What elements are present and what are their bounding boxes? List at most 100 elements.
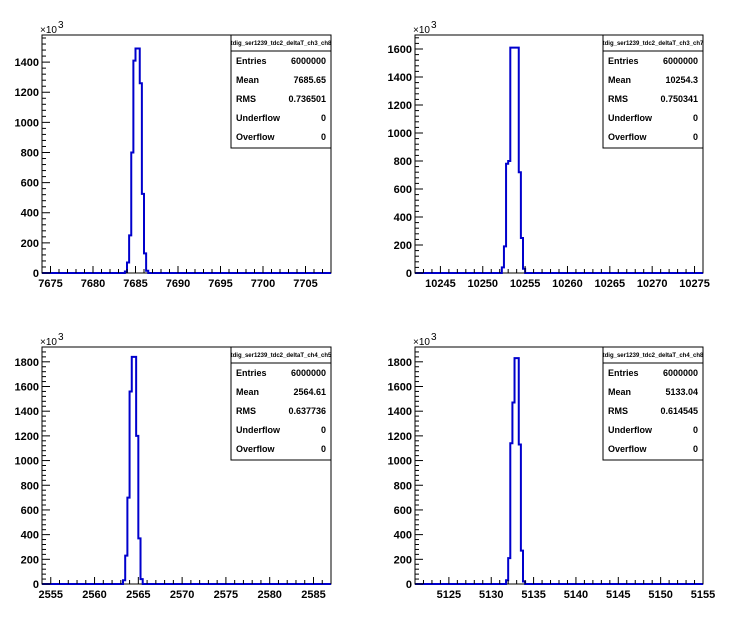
stats-label: Entries (236, 368, 267, 378)
x-tick-label: 2560 (82, 589, 106, 601)
stats-label: RMS (608, 406, 628, 416)
stats-label: Entries (608, 368, 639, 378)
stats-value: 0 (321, 444, 326, 454)
stats-box (602, 34, 704, 149)
y-tick-label: 200 (21, 554, 39, 566)
x-tick-label: 10270 (637, 278, 668, 290)
x-tick-label: 2580 (257, 589, 281, 601)
x-tick-label: 2555 (39, 589, 63, 601)
stats-value: 0 (321, 132, 326, 142)
y-tick-label: 0 (33, 579, 39, 591)
x-tick-label: 2565 (126, 589, 150, 601)
y-tick-label: 400 (21, 530, 39, 542)
histogram-panel: 5125 5130 5135 5140 5145 5150 5155 0 200 400 600 80… (388, 332, 716, 601)
histogram-panel: 10245 10250 10255 10260 10265 10270 10275 0 200 4… (388, 20, 710, 290)
x-tick-label: 7675 (38, 278, 62, 290)
x-tick-label: 10255 (510, 278, 541, 290)
x-tick-label: 2570 (170, 589, 194, 601)
stats-value: 0 (321, 425, 326, 435)
histogram-line (415, 357, 703, 585)
stats-value: 0 (321, 113, 326, 123)
x-tick-label: 7685 (123, 278, 147, 290)
stats-value: 0 (693, 425, 698, 435)
stats-value: 2564.61 (293, 387, 326, 397)
x-tick-label: 7700 (251, 278, 275, 290)
x-tick-label: 5125 (437, 589, 461, 601)
stats-label: Mean (236, 387, 259, 397)
histogram-panel: 7675 7680 7685 7690 7695 7700 7705 0 200 400 600 80… (15, 20, 333, 290)
stats-value: 0.736501 (288, 94, 326, 104)
stats-value: 10254.3 (665, 75, 698, 85)
x-tick-label: 5140 (564, 589, 588, 601)
stats-box (230, 346, 332, 461)
stats-value: 6000000 (663, 368, 698, 378)
stats-value: 6000000 (663, 56, 698, 66)
x-tick-label: 10245 (425, 278, 456, 290)
y-tick-label: 1200 (388, 100, 412, 112)
stats-label: Overflow (236, 444, 276, 454)
y-tick-label: 1600 (388, 44, 412, 56)
y-tick-label: 800 (394, 156, 412, 168)
y-tick-label: 1400 (15, 406, 39, 418)
stats-label: Mean (608, 387, 631, 397)
x-tick-label: 7680 (81, 278, 105, 290)
y-tick-label: 0 (406, 579, 412, 591)
y-tick-label: 800 (394, 480, 412, 492)
stats-label: Underflow (236, 425, 281, 435)
x-tick-label: 10275 (679, 278, 710, 290)
stats-label: Mean (236, 75, 259, 85)
stats-value: 7685.65 (293, 75, 326, 85)
y-tick-label: 200 (394, 240, 412, 252)
x-tick-label: 10265 (595, 278, 626, 290)
y-multiplier: ×10 (40, 337, 57, 348)
y-tick-label: 1000 (388, 456, 412, 468)
x-tick-label: 2585 (301, 589, 325, 601)
y-tick-label: 1000 (15, 117, 39, 129)
x-tick-label: 5155 (691, 589, 715, 601)
stats-value: 0 (693, 444, 698, 454)
stats-label: RMS (236, 406, 256, 416)
stats-label: Underflow (608, 425, 653, 435)
y-multiplier: ×10 (413, 25, 430, 36)
stats-label: Entries (608, 56, 639, 66)
histogram-line (415, 46, 703, 274)
y-tick-label: 400 (21, 208, 39, 220)
x-tick-label: 5130 (479, 589, 503, 601)
y-tick-label: 1400 (388, 406, 412, 418)
y-tick-label: 0 (33, 268, 39, 280)
stats-label: Overflow (608, 132, 648, 142)
stats-title: tdig_ser1239_tdc2_deltaT_ch4_ch5 (231, 353, 332, 359)
y-tick-label: 600 (394, 505, 412, 517)
stats-value: 6000000 (291, 56, 326, 66)
stats-value: 0.614545 (660, 406, 698, 416)
x-tick-label: 5145 (606, 589, 630, 601)
y-tick-label: 600 (21, 505, 39, 517)
stats-value: 0.750341 (660, 94, 698, 104)
y-exponent: 3 (58, 20, 64, 31)
y-multiplier: ×10 (413, 337, 430, 348)
stats-label: Entries (236, 56, 267, 66)
x-tick-label: 7690 (166, 278, 190, 290)
y-exponent: 3 (431, 332, 437, 343)
stats-value: 5133.04 (665, 387, 698, 397)
y-exponent: 3 (431, 20, 437, 31)
y-tick-label: 800 (21, 147, 39, 159)
stats-value: 0.637736 (288, 406, 326, 416)
stats-value: 0 (693, 132, 698, 142)
y-tick-label: 400 (394, 530, 412, 542)
y-tick-label: 200 (21, 238, 39, 250)
histogram-line (42, 355, 331, 585)
stats-label: RMS (608, 94, 628, 104)
stats-label: Overflow (236, 132, 276, 142)
y-tick-label: 400 (394, 212, 412, 224)
y-tick-label: 1000 (388, 128, 412, 140)
y-tick-label: 1400 (15, 57, 39, 69)
stats-box (602, 346, 704, 461)
histogram-panel: 2555 2560 2565 2570 2575 2580 2585 0 200 400 600 80… (15, 332, 333, 601)
stats-value: 0 (693, 113, 698, 123)
histogram-line (42, 47, 331, 274)
stats-label: RMS (236, 94, 256, 104)
stats-title: tdig_ser1239_tdc2_deltaT_ch3_ch7 (603, 41, 704, 47)
stats-title: tdig_ser1239_tdc2_deltaT_ch3_ch8 (231, 41, 332, 47)
